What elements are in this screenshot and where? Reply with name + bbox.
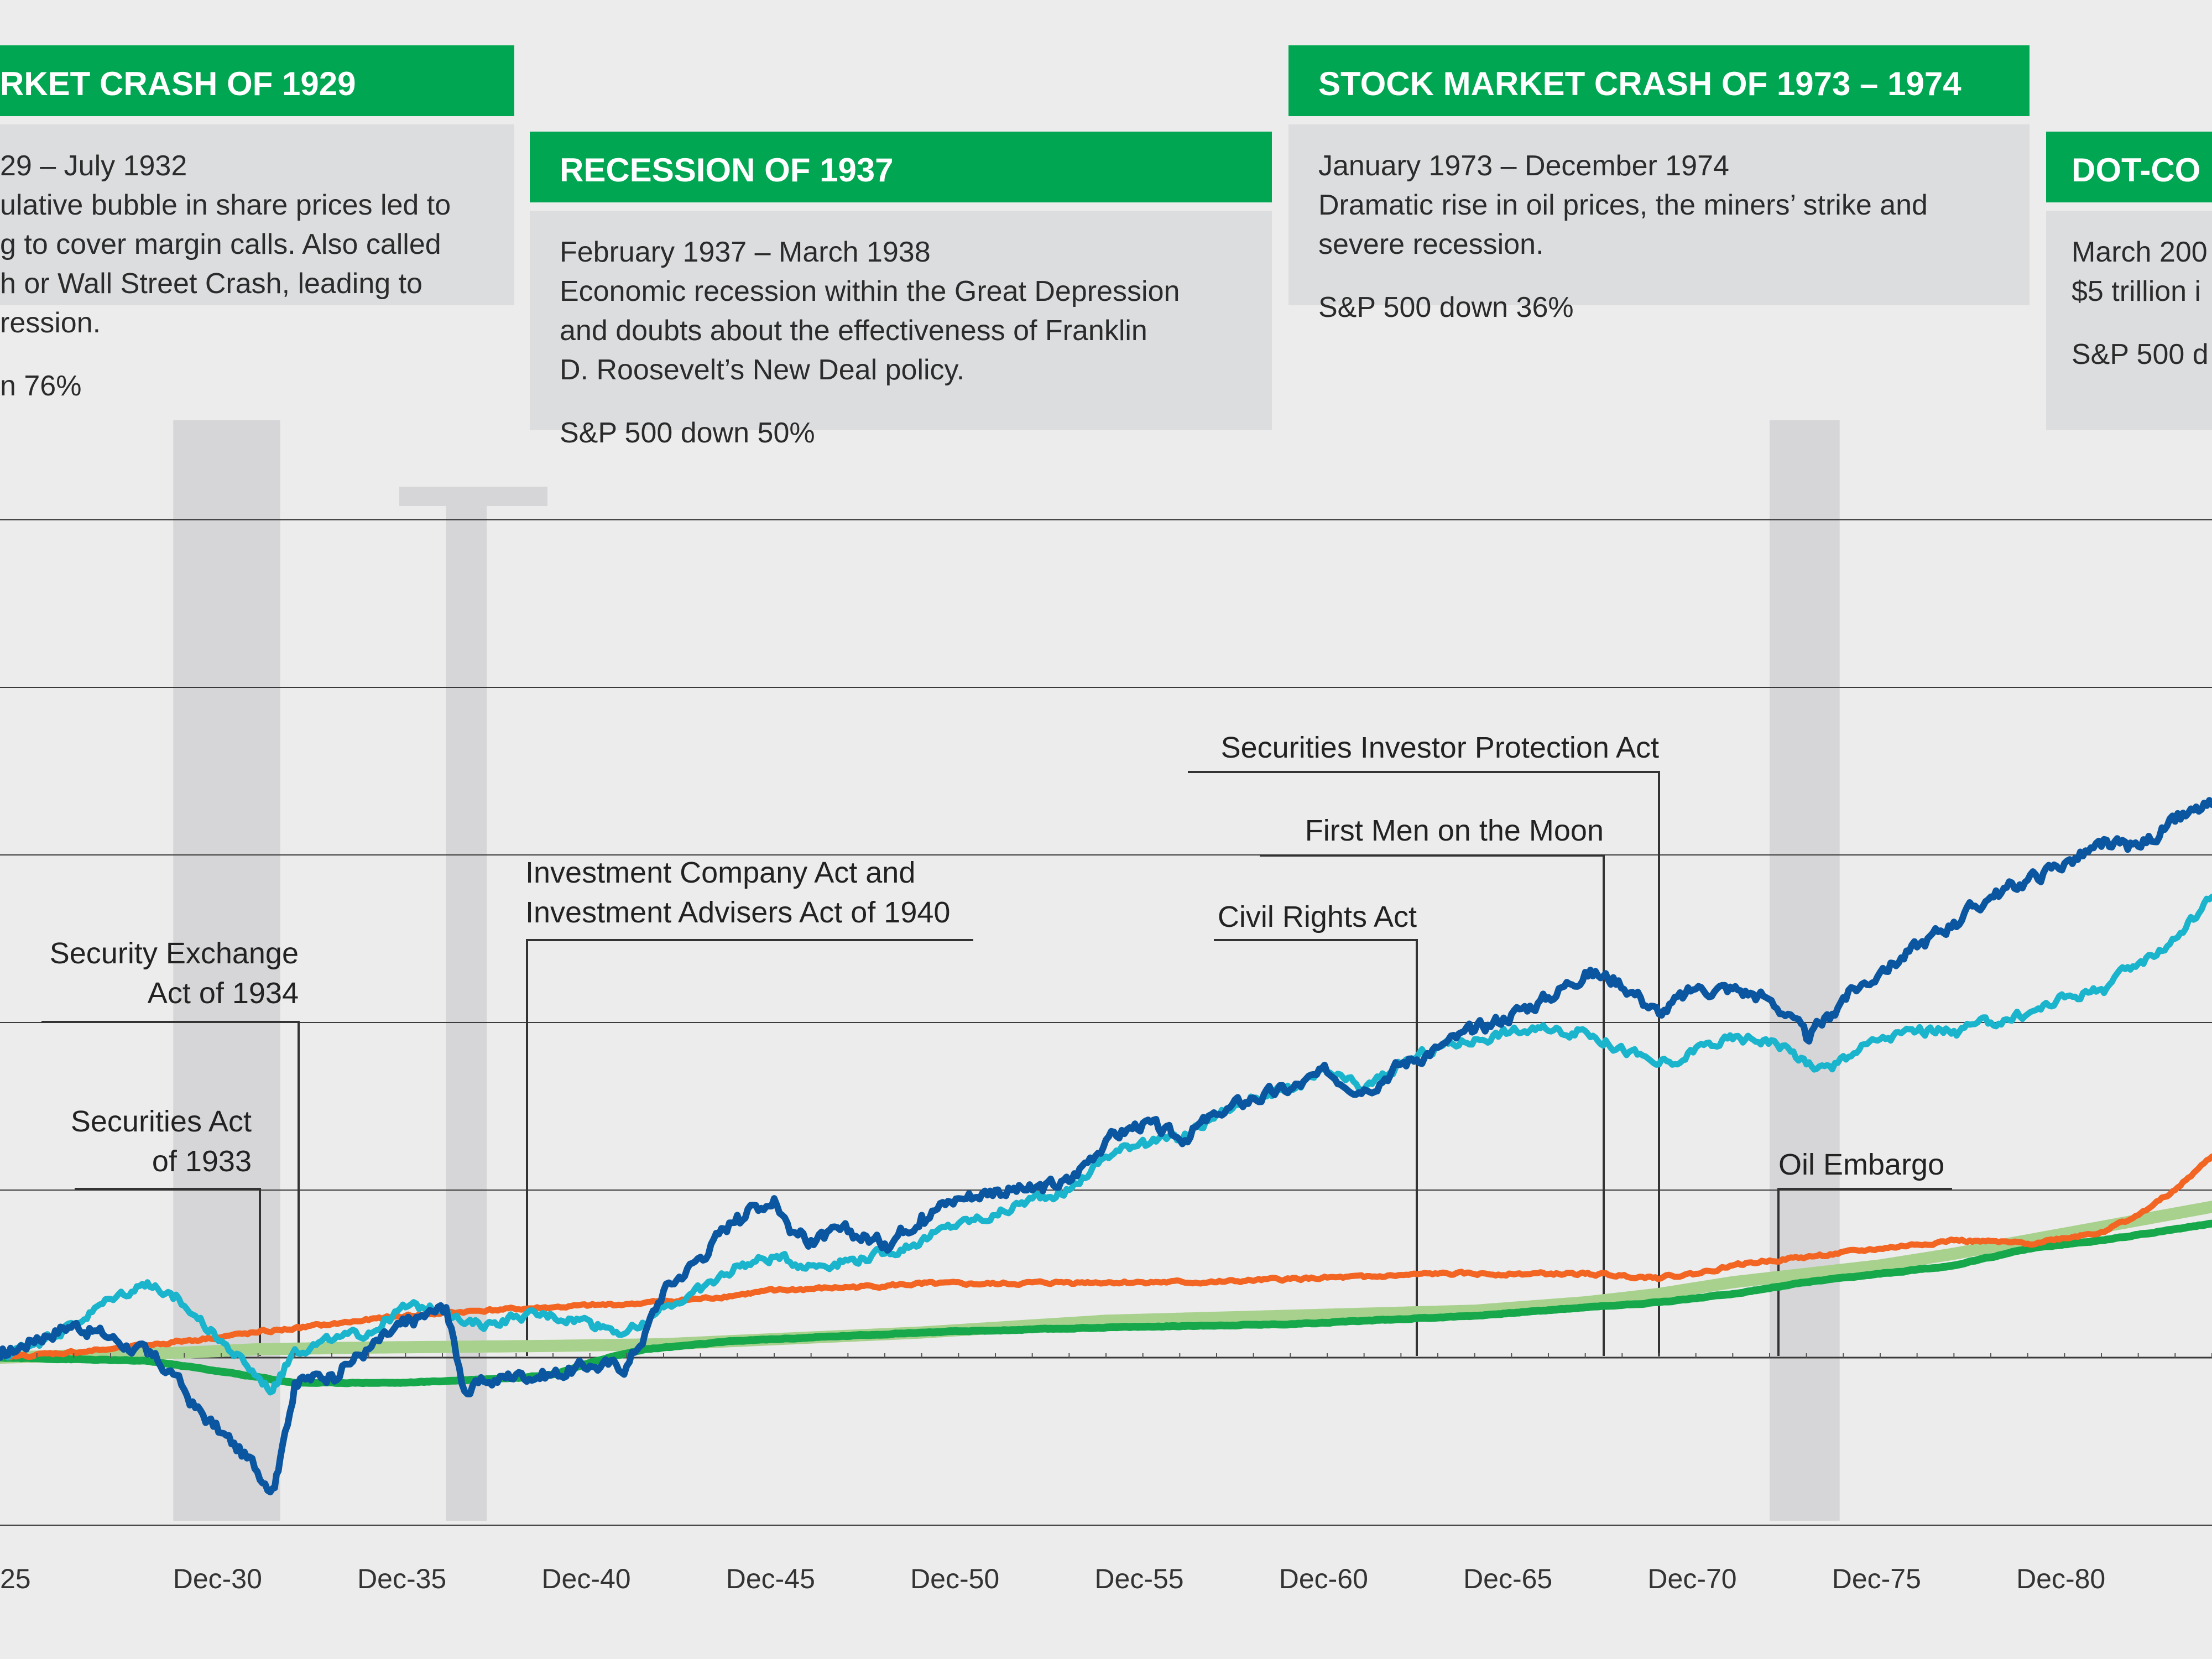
event-box-stat: S&P 500 down 50% — [560, 417, 815, 449]
event-box-stat: n 76% — [0, 370, 81, 402]
event-box-line: Economic recession within the Great Depr… — [560, 275, 1180, 307]
annotation-label: of 1933 — [152, 1145, 252, 1178]
x-tick-label: Dec-70 — [1647, 1563, 1736, 1594]
shaded-period — [446, 487, 487, 1521]
event-box-stat: S&P 500 down 36% — [1318, 291, 1574, 324]
annotation-label: Oil Embargo — [1778, 1148, 1944, 1181]
series-dark-blue-line — [0, 797, 2212, 1496]
annotation-label: Securities Act — [71, 1105, 252, 1138]
event-box-stat: S&P 500 d — [2072, 338, 2209, 371]
annotation-label: First Men on the Moon — [1305, 814, 1604, 847]
annotation-label: Investment Company Act and — [525, 856, 915, 889]
event-box-line: g to cover margin calls. Also called — [0, 228, 441, 260]
event-box-line: March 200 — [2072, 236, 2208, 268]
annotation-leader — [1214, 939, 1418, 1356]
event-box-line: h or Wall Street Crash, leading to — [0, 268, 422, 300]
annotation-leader — [1777, 1188, 1952, 1356]
x-tick-label: 25 — [0, 1563, 31, 1594]
shaded-period — [1770, 420, 1840, 1521]
annotation-leader — [75, 1188, 261, 1356]
event-box-title: STOCK MARKET CRASH OF 1973 – 1974 — [1318, 65, 1961, 102]
annotation-leader — [41, 1021, 300, 1356]
event-box-line: ression. — [0, 307, 101, 339]
event-box-line: and doubts about the effectiveness of Fr… — [560, 315, 1147, 347]
event-box-header — [1288, 45, 2030, 116]
event-box-line: D. Roosevelt’s New Deal policy. — [560, 354, 964, 386]
annotation-label: Security Exchange — [50, 937, 299, 970]
event-box-body — [530, 211, 1272, 430]
annotation-label: Civil Rights Act — [1218, 900, 1417, 933]
event-box-line: Dramatic rise in oil prices, the miners’… — [1318, 189, 1928, 221]
event-box-header — [2046, 132, 2212, 202]
event-box-body — [0, 124, 514, 305]
event-box-line: severe recession. — [1318, 228, 1544, 260]
event-box-line: January 1973 – December 1974 — [1318, 150, 1729, 182]
event-box-line: $5 trillion i — [2072, 275, 2201, 307]
series-orange-line — [0, 1153, 2212, 1361]
x-tick-label: Dec-60 — [1279, 1563, 1368, 1594]
event-box-header — [530, 132, 1272, 202]
x-tick-label: Dec-75 — [1832, 1563, 1921, 1594]
series-green-line — [0, 1219, 2212, 1387]
annotation-label: Securities Investor Protection Act — [1221, 731, 1659, 764]
annotation-label: Investment Advisers Act of 1940 — [525, 896, 950, 929]
event-box-header — [0, 45, 514, 116]
x-tick-label: Dec-55 — [1094, 1563, 1183, 1594]
x-tick-label: Dec-50 — [910, 1563, 999, 1594]
event-box-line: 29 – July 1932 — [0, 150, 187, 182]
x-tick-label: Dec-35 — [357, 1563, 446, 1594]
annotation-leader — [1188, 771, 1660, 1356]
event-box-body — [1288, 124, 2030, 305]
x-tick-label: Dec-30 — [173, 1563, 262, 1594]
event-box-line: February 1937 – March 1938 — [560, 236, 931, 268]
annotation-label: Act of 1934 — [148, 977, 299, 1010]
event-box-body — [2046, 211, 2212, 430]
event-box-title: RKET CRASH OF 1929 — [0, 65, 356, 102]
annotation-leader — [526, 939, 973, 1356]
series-light-blue-line — [0, 894, 2212, 1396]
event-box-title: RECESSION OF 1937 — [560, 152, 894, 189]
x-tick-label: Dec-65 — [1463, 1563, 1552, 1594]
x-tick-label: Dec-45 — [726, 1563, 815, 1594]
x-tick-label: Dec-80 — [2016, 1563, 2105, 1594]
shaded-period-connector — [399, 487, 547, 506]
annotation-leader — [1260, 854, 1605, 1356]
x-tick-label: Dec-40 — [541, 1563, 630, 1594]
event-box-line: ulative bubble in share prices led to — [0, 189, 451, 221]
event-box-title: DOT-CO — [2072, 152, 2200, 189]
